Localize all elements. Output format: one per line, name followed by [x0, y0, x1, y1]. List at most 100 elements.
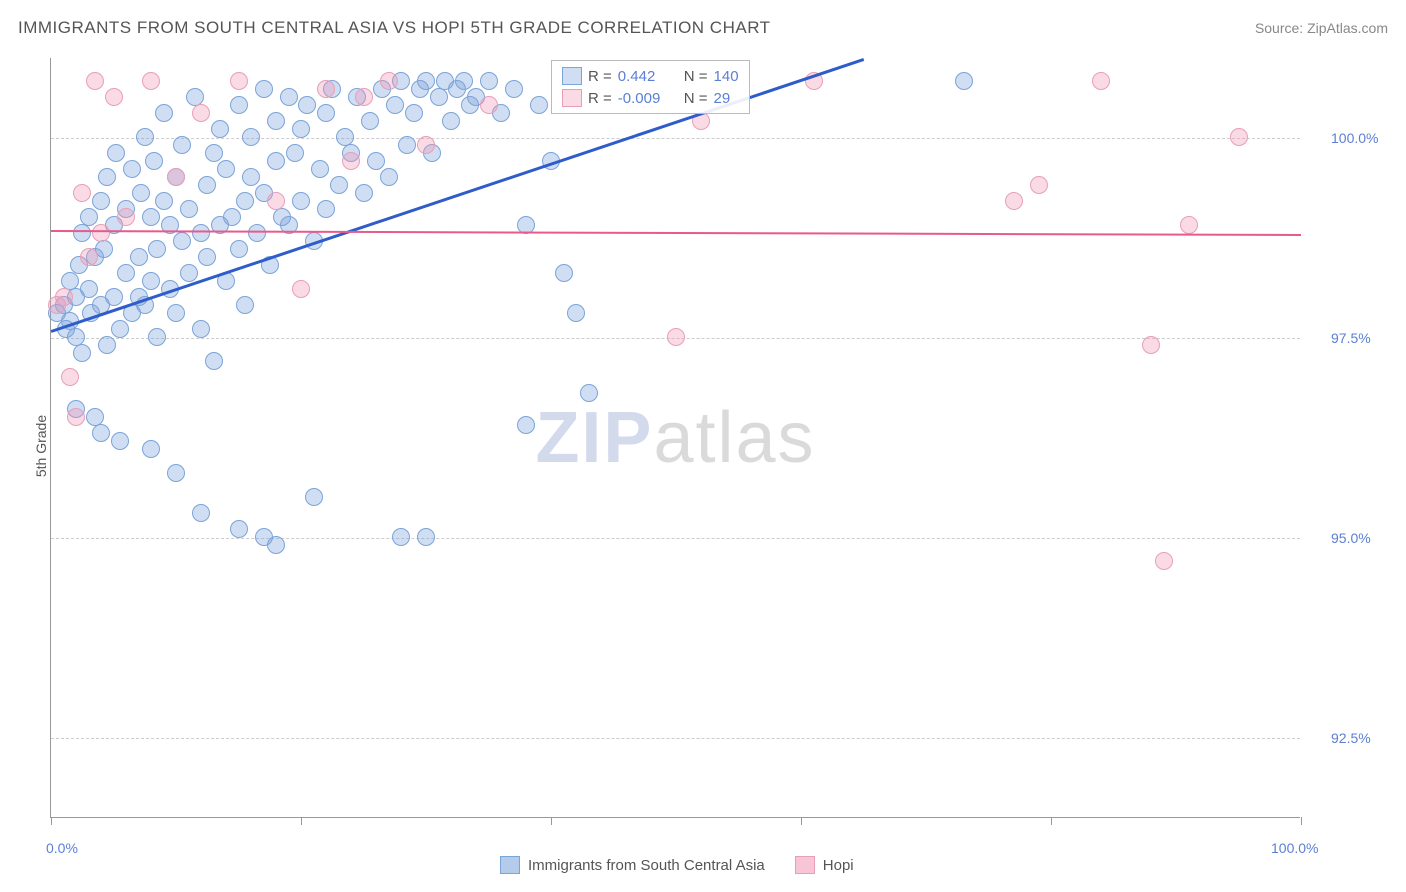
xtick	[551, 817, 552, 825]
scatter-point	[455, 72, 473, 90]
scatter-point	[1030, 176, 1048, 194]
scatter-point	[230, 96, 248, 114]
watermark: ZIPatlas	[535, 397, 815, 479]
scatter-point	[417, 528, 435, 546]
legend-swatch	[562, 67, 582, 85]
scatter-point	[173, 136, 191, 154]
scatter-point	[955, 72, 973, 90]
scatter-point	[667, 328, 685, 346]
xtick	[51, 817, 52, 825]
scatter-point	[386, 96, 404, 114]
scatter-point	[145, 152, 163, 170]
gridline	[51, 138, 1300, 139]
scatter-point	[192, 224, 210, 242]
scatter-point	[580, 384, 598, 402]
legend-r-label: R =	[588, 68, 612, 85]
scatter-point	[92, 192, 110, 210]
scatter-point	[355, 88, 373, 106]
scatter-point	[242, 128, 260, 146]
scatter-point	[61, 368, 79, 386]
scatter-point	[180, 200, 198, 218]
scatter-point	[192, 104, 210, 122]
scatter-point	[142, 440, 160, 458]
scatter-point	[442, 112, 460, 130]
scatter-point	[517, 416, 535, 434]
scatter-point	[280, 88, 298, 106]
scatter-point	[248, 224, 266, 242]
scatter-point	[167, 464, 185, 482]
legend-n-label: N =	[684, 68, 708, 85]
scatter-point	[130, 248, 148, 266]
bottom-legend-item: Hopi	[795, 856, 854, 874]
legend-row: R = 0.442 N = 140	[562, 65, 739, 87]
scatter-point	[230, 520, 248, 538]
scatter-point	[148, 328, 166, 346]
scatter-point	[1180, 216, 1198, 234]
scatter-point	[255, 80, 273, 98]
scatter-point	[292, 192, 310, 210]
scatter-point	[73, 344, 91, 362]
ytick-label: 95.0%	[1331, 530, 1371, 546]
scatter-point	[555, 264, 573, 282]
scatter-point	[530, 96, 548, 114]
xtick	[301, 817, 302, 825]
scatter-point	[267, 192, 285, 210]
scatter-point	[355, 184, 373, 202]
scatter-point	[1092, 72, 1110, 90]
scatter-point	[205, 352, 223, 370]
scatter-point	[192, 504, 210, 522]
scatter-point	[298, 96, 316, 114]
scatter-point	[292, 280, 310, 298]
scatter-point	[73, 224, 91, 242]
scatter-point	[92, 424, 110, 442]
ytick-label: 92.5%	[1331, 730, 1371, 746]
scatter-point	[292, 120, 310, 138]
scatter-point	[142, 72, 160, 90]
scatter-point	[1005, 192, 1023, 210]
scatter-point	[567, 304, 585, 322]
scatter-point	[230, 72, 248, 90]
chart-title: IMMIGRANTS FROM SOUTH CENTRAL ASIA VS HO…	[18, 18, 771, 38]
ytick-label: 100.0%	[1331, 130, 1378, 146]
plot-area: ZIPatlas 92.5%95.0%97.5%100.0%0.0%100.0%…	[50, 58, 1300, 818]
scatter-point	[111, 320, 129, 338]
scatter-point	[73, 184, 91, 202]
scatter-point	[205, 144, 223, 162]
scatter-point	[311, 160, 329, 178]
scatter-point	[480, 72, 498, 90]
scatter-point	[211, 120, 229, 138]
scatter-point	[142, 208, 160, 226]
scatter-point	[117, 264, 135, 282]
scatter-point	[148, 240, 166, 258]
scatter-point	[80, 248, 98, 266]
scatter-point	[105, 88, 123, 106]
legend-swatch	[795, 856, 815, 874]
scatter-point	[1230, 128, 1248, 146]
legend-swatch	[500, 856, 520, 874]
legend-swatch	[562, 89, 582, 107]
scatter-point	[380, 72, 398, 90]
legend-r-value: 0.442	[618, 68, 678, 85]
scatter-point	[132, 184, 150, 202]
scatter-point	[236, 296, 254, 314]
bottom-legend-label: Hopi	[823, 857, 854, 874]
scatter-point	[117, 208, 135, 226]
scatter-point	[155, 192, 173, 210]
source-label: Source: ZipAtlas.com	[1255, 20, 1388, 36]
scatter-point	[192, 320, 210, 338]
scatter-point	[317, 200, 335, 218]
gridline	[51, 538, 1300, 539]
legend-r-value: -0.009	[618, 90, 678, 107]
scatter-point	[267, 112, 285, 130]
scatter-point	[180, 264, 198, 282]
scatter-point	[417, 136, 435, 154]
ytick-label: 97.5%	[1331, 330, 1371, 346]
legend-row: R = -0.009 N = 29	[562, 87, 739, 109]
scatter-point	[98, 336, 116, 354]
xtick	[1051, 817, 1052, 825]
scatter-point	[80, 208, 98, 226]
scatter-point	[342, 152, 360, 170]
scatter-point	[80, 280, 98, 298]
scatter-point	[392, 528, 410, 546]
scatter-point	[198, 248, 216, 266]
